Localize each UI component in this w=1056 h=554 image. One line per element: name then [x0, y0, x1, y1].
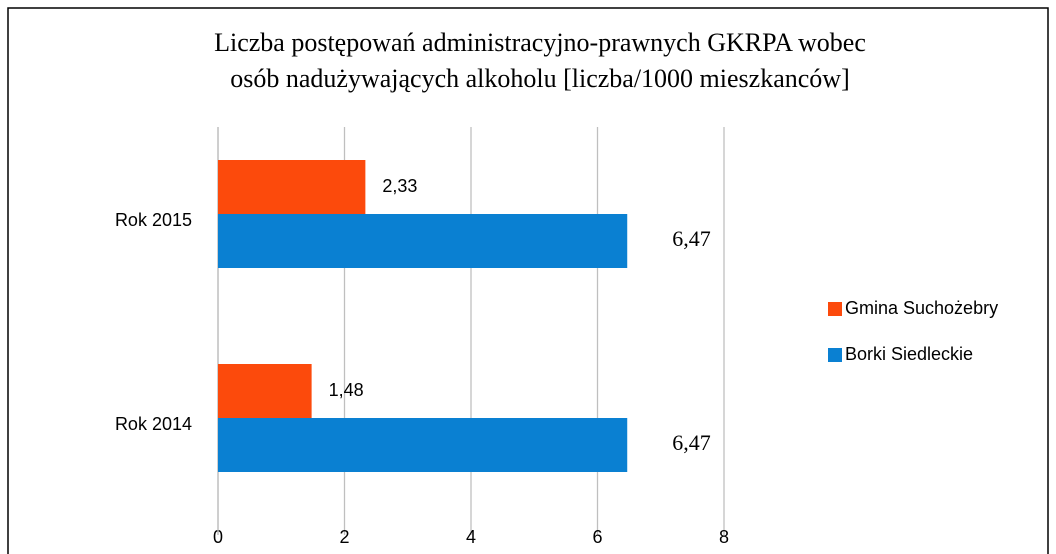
x-tick-label: 6 — [592, 527, 602, 547]
chart-title: Liczba postępowań administracyjno-prawny… — [214, 28, 866, 57]
bar — [218, 160, 366, 214]
legend-swatch — [828, 302, 842, 316]
bar — [218, 214, 628, 268]
x-tick-label: 4 — [466, 527, 476, 547]
bar — [218, 364, 312, 418]
data-label: 6,47 — [672, 226, 711, 251]
x-tick-label: 8 — [719, 527, 729, 547]
x-tick-label: 2 — [339, 527, 349, 547]
legend-label: Borki Siedleckie — [845, 344, 973, 364]
x-tick-label: 0 — [213, 527, 223, 547]
y-tick-label: Rok 2015 — [115, 210, 192, 230]
data-label: 1,48 — [329, 380, 364, 400]
chart-title: osób nadużywających alkoholu [liczba/100… — [230, 64, 849, 93]
data-label: 2,33 — [382, 176, 417, 196]
legend-swatch — [828, 348, 842, 362]
data-label: 6,47 — [672, 430, 711, 455]
y-tick-label: Rok 2014 — [115, 414, 192, 434]
legend-label: Gmina Suchożebry — [845, 298, 998, 318]
bar — [218, 418, 628, 472]
